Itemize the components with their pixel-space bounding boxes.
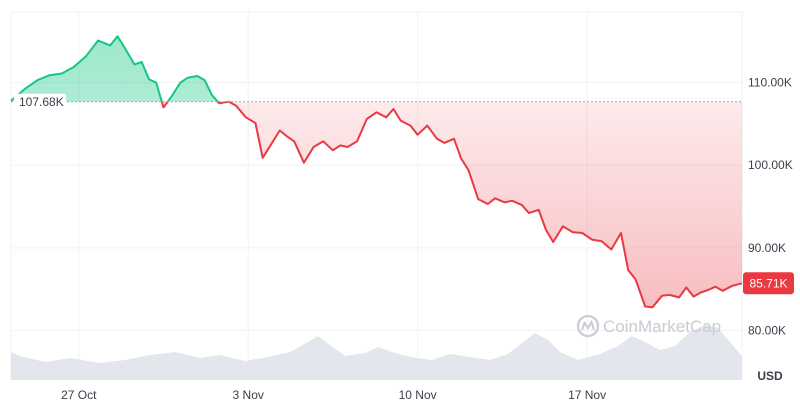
open-price-label: 107.68K [14, 93, 66, 110]
x-tick-label: 10 Nov [399, 388, 437, 402]
open-price-label-text: 107.68K [19, 95, 64, 109]
current-price-badge-text: 85.71K [749, 276, 787, 290]
current-price-badge-box [743, 272, 794, 295]
price-line-up [10, 35, 232, 102]
price-line-group [10, 35, 743, 309]
gain-area [11, 36, 230, 102]
price-area-group [11, 36, 742, 308]
y-tick-label: 100.00K [748, 158, 793, 172]
volume-area [11, 325, 742, 380]
watermark-text: CoinMarketCap [603, 317, 721, 336]
y-tick-label: 90.00K [748, 241, 786, 255]
loss-area [11, 101, 742, 308]
x-tick-label: 27 Oct [61, 388, 97, 402]
x-tick-label: 17 Nov [568, 388, 606, 402]
coinmarketcap-logo-icon [576, 314, 600, 338]
current-price-badge: 85.71K [743, 272, 794, 295]
y-tick-label: 80.00K [748, 323, 786, 337]
open-price-label-box [14, 93, 66, 110]
watermark: CoinMarketCap [576, 314, 721, 338]
currency-unit-label: USD [757, 369, 783, 383]
price-line-down [160, 101, 743, 309]
x-axis-ticks: 27 Oct 3 Nov 10 Nov 17 Nov [61, 388, 606, 402]
x-tick-label: 3 Nov [233, 388, 264, 402]
y-tick-label: 110.00K [748, 76, 792, 90]
volume-area-group [11, 325, 742, 380]
y-axis-ticks: 110.00K 100.00K 90.00K 80.00K [748, 76, 793, 338]
